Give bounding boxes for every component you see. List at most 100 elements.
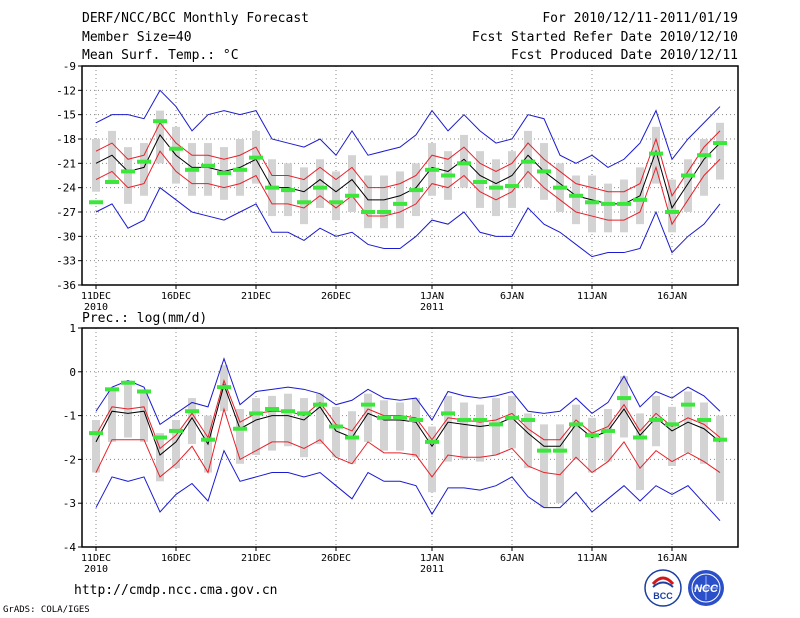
prec-ensemble-box <box>476 404 484 462</box>
prec-observed-marker <box>425 439 439 444</box>
temp-observed-marker <box>281 188 295 193</box>
prec-xtick-label: 1JAN <box>420 553 444 564</box>
temp-ensemble-box <box>604 183 612 233</box>
prec-ensemble-box <box>524 413 532 469</box>
temp-ensemble-box <box>396 171 404 229</box>
prec-ensemble-box <box>508 395 516 449</box>
prec-observed-marker <box>89 431 103 436</box>
prec-ensemble-box <box>172 419 180 469</box>
member-size-label: Member Size=40 <box>82 30 192 45</box>
prec-ensemble-box <box>316 393 324 445</box>
temp-xtick-label: 26DEC <box>321 291 351 302</box>
temp-ensemble-box <box>620 179 628 233</box>
prec-ytick-label: -1 <box>63 410 76 423</box>
temp-ytick-label: -36 <box>56 279 76 292</box>
prec-observed-marker <box>297 411 311 416</box>
prec-lower-outer-line <box>95 449 721 522</box>
prec-observed-marker <box>409 417 423 422</box>
temp-ytick-label: -12 <box>56 84 76 97</box>
prec-xtick-label: 21DEC <box>241 553 271 564</box>
prec-xtick-year-label: 2010 <box>84 564 108 575</box>
forecast-period-label: For 2010/12/11-2011/01/19 <box>542 11 738 26</box>
temp-ensemble-box <box>524 130 532 188</box>
prec-ytick-label: -4 <box>63 541 77 554</box>
temp-ensemble-box <box>668 179 676 233</box>
prec-ensemble-box <box>636 413 644 491</box>
prec-ensemble-box <box>300 398 308 458</box>
temp-observed-marker <box>473 179 487 184</box>
prec-observed-marker <box>457 417 471 422</box>
temp-observed-marker <box>553 185 567 190</box>
prec-observed-marker <box>329 424 343 429</box>
temp-observed-marker <box>665 210 679 214</box>
temp-observed-marker <box>377 210 391 214</box>
temp-observed-marker <box>409 188 423 193</box>
temp-observed-marker <box>601 201 615 206</box>
temp-observed-marker <box>681 173 695 178</box>
prec-xtick-label: 16DEC <box>161 553 191 564</box>
temp-ensemble-box <box>476 151 484 208</box>
prec-observed-marker <box>345 435 359 440</box>
temp-ensemble-box <box>108 130 116 184</box>
temp-observed-marker <box>457 161 471 166</box>
temp-observed-marker <box>185 167 199 172</box>
temp-ytick-label: -18 <box>56 133 76 146</box>
prec-ensemble-box <box>188 398 196 445</box>
temp-observed-marker <box>585 200 599 205</box>
temp-ensemble-box <box>364 175 372 229</box>
prec-observed-marker <box>185 409 199 414</box>
prec-xtick-label: 26DEC <box>321 553 351 564</box>
prec-ensemble-box <box>572 404 580 460</box>
temp-xtick-label: 1JAN <box>420 291 444 302</box>
temp-xtick-label: 11JAN <box>577 291 607 302</box>
prec-observed-marker <box>569 422 583 427</box>
prec-observed-marker <box>153 435 167 440</box>
temp-ensemble-box <box>140 143 148 196</box>
prec-ytick-label: -3 <box>63 497 76 510</box>
produced-date-label: Fcst Produced Date 2010/12/11 <box>511 48 738 63</box>
prec-ensemble-box <box>396 402 404 451</box>
temp-ensemble-box <box>572 175 580 225</box>
temp-observed-marker <box>297 200 311 205</box>
temp-observed-marker <box>105 179 119 184</box>
temp-upper-outer-line <box>95 89 721 168</box>
temp-observed-marker <box>249 155 263 160</box>
prec-observed-marker <box>105 387 119 392</box>
prec-ensemble-box <box>108 389 116 442</box>
prec-lower-inner-line <box>95 407 721 478</box>
prec-ensemble-box <box>540 424 548 508</box>
temp-lower-inner-line <box>95 150 721 226</box>
prec-ensemble-box <box>668 406 676 466</box>
grads-credit: GrADS: COLA/IGES <box>3 605 90 615</box>
temp-observed-marker <box>441 173 455 178</box>
chart-title: DERF/NCC/BCC Monthly Forecast <box>82 11 309 26</box>
temp-observed-marker <box>489 185 503 190</box>
temp-observed-marker <box>217 171 231 176</box>
prec-ensemble-box <box>620 376 628 438</box>
temp-ensemble-box <box>92 139 100 192</box>
temp-lower-outer-line <box>95 186 721 258</box>
prec-observed-marker <box>697 417 711 422</box>
prec-observed-marker <box>505 415 519 420</box>
prec-ensemble-box <box>460 402 468 460</box>
temp-ensemble-box <box>156 110 164 164</box>
prec-ensemble-box <box>700 402 708 464</box>
temp-ensemble-box <box>700 139 708 196</box>
temp-observed-marker <box>265 185 279 190</box>
temp-observed-marker <box>329 200 343 205</box>
prec-median-line <box>95 383 721 456</box>
bcc-logo-text: BCC <box>653 591 673 601</box>
source-url: http://cmdp.ncc.cma.gov.cn <box>74 583 278 598</box>
temp-observed-marker <box>121 169 135 174</box>
temp-xtick-year-label: 2011 <box>420 302 444 313</box>
prec-xtick-label: 6JAN <box>500 553 524 564</box>
prec-ensemble-box <box>412 398 420 458</box>
temp-ensemble-box <box>716 122 724 180</box>
temp-ytick-label: -33 <box>56 255 76 268</box>
prec-ensemble-box <box>364 393 372 442</box>
prec-ensemble-box <box>588 417 596 473</box>
prec-observed-marker <box>217 385 231 390</box>
temp-observed-marker <box>649 151 663 156</box>
prec-observed-marker <box>137 389 151 394</box>
temp-ytick-label: -27 <box>56 206 76 219</box>
